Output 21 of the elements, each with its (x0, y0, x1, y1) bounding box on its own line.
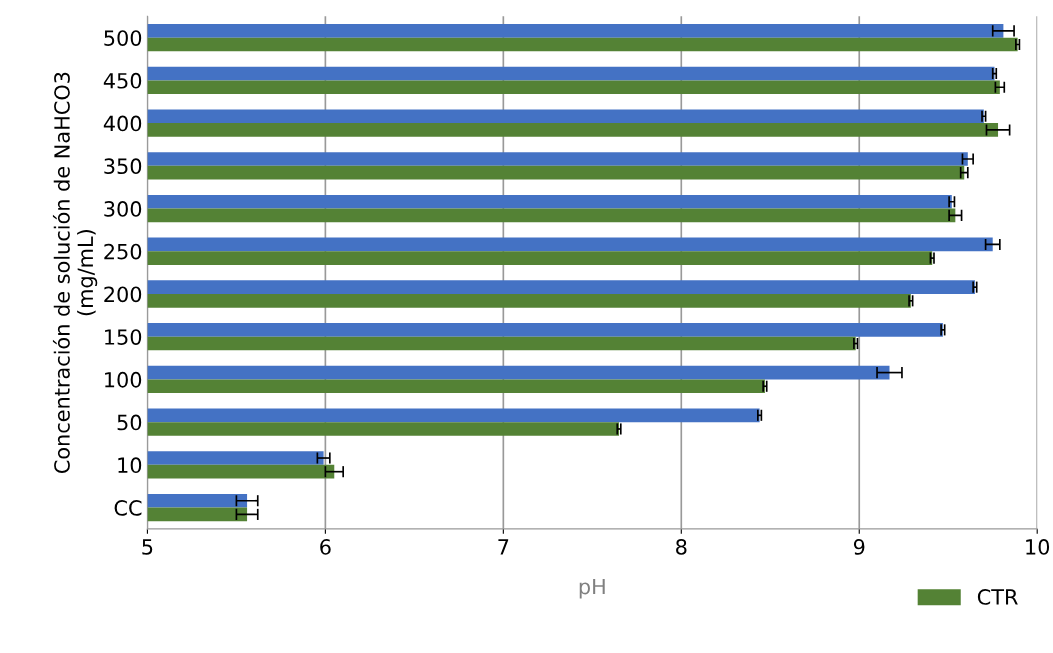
y-tick-label: 500 (104, 30, 142, 46)
x-tick-label: 8 (676, 539, 687, 555)
y-tick-label: 200 (104, 286, 142, 303)
y-tick-label: 300 (104, 201, 142, 217)
y-tick-label: 50 (117, 414, 142, 431)
x-tick-label: 10 (1026, 539, 1050, 555)
x-tick-label: 9 (853, 539, 865, 555)
y-tick-label: 10 (118, 457, 142, 474)
y-tick-label: 100 (105, 371, 142, 388)
y-tick-label: 250 (104, 243, 142, 260)
legend-label: CTR (977, 589, 1018, 605)
x-tick-label: 7 (498, 539, 509, 555)
x-axis-title: pH (579, 578, 605, 599)
y-tick-label: CC (114, 500, 142, 516)
y-tick-label: 350 (104, 158, 142, 175)
y-tick-label: 150 (105, 329, 142, 345)
y-axis-title: Concentración de solución de NaHCO3 (mg/mL) (52, 72, 98, 474)
x-tick-label: 6 (320, 539, 331, 555)
y-tick-label: 400 (103, 115, 142, 132)
y-tick-label: 450 (103, 72, 142, 89)
x-tick-label: 5 (142, 539, 153, 555)
